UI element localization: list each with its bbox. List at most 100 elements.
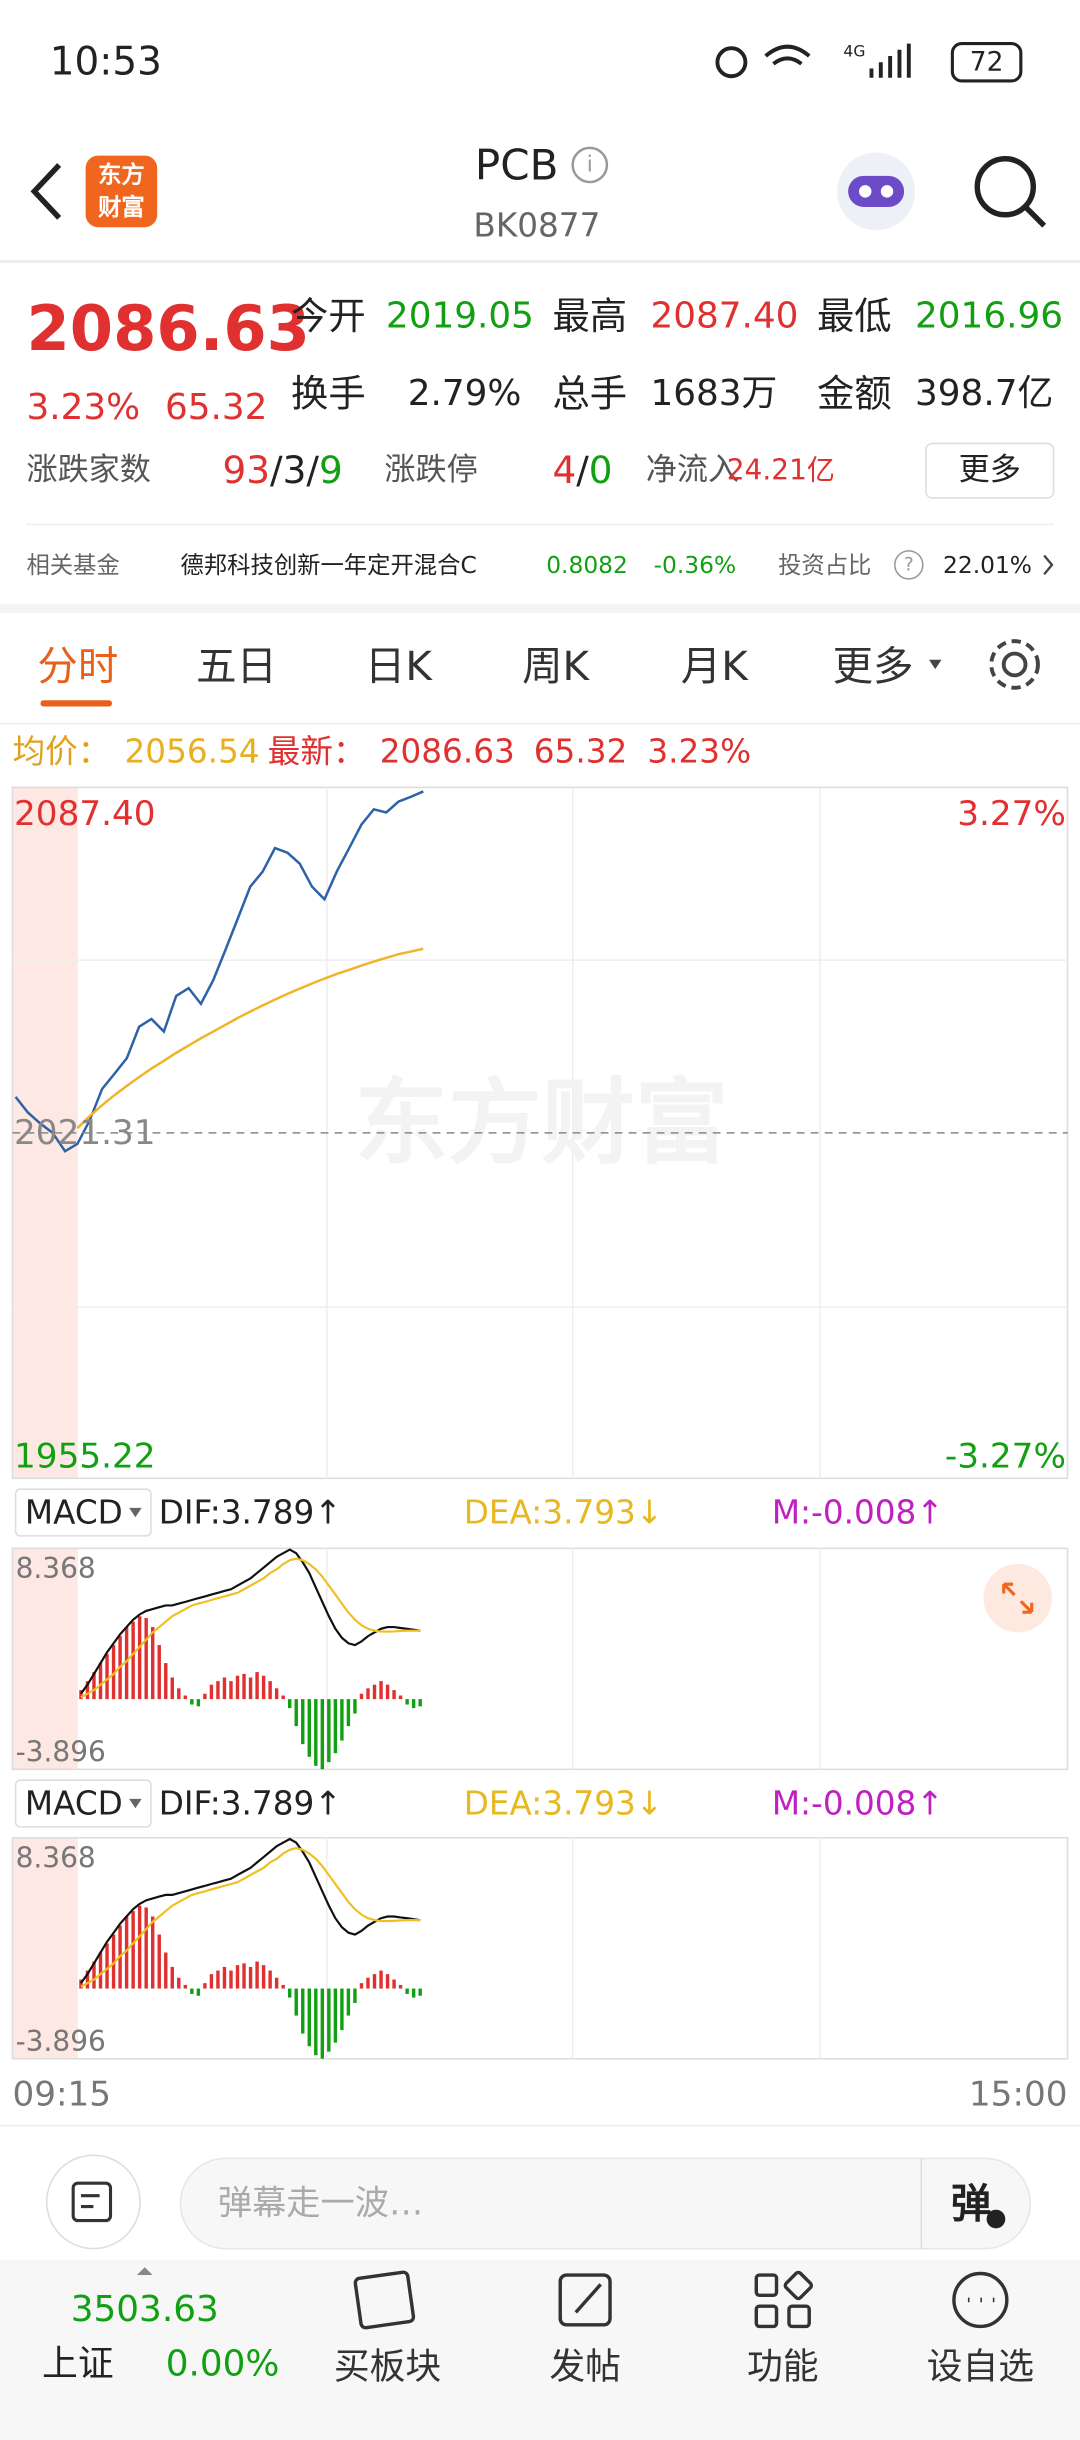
more-button[interactable] [925,442,1055,499]
histogram-bar [203,1693,207,1700]
stat-value: 2019.05 [386,295,534,336]
nav-bar [0,2259,1080,2440]
settings-button[interactable] [989,639,1040,690]
nav-item[interactable]: 发帖 [549,2346,621,2387]
histogram-bar [196,1699,201,1707]
danmu-toggle[interactable]: 弹 [951,2179,991,2227]
clock: 10:53 [50,40,162,85]
histogram-bar [346,1988,351,2016]
last-value: 2086.63 [380,733,515,771]
nav-item[interactable]: 买板块 [334,2346,441,2387]
help-glyph: ? [904,554,914,575]
histogram-bar [274,1977,279,1989]
histogram-bar [229,1970,233,1989]
dropdown-caret [929,659,942,670]
histogram-bar [340,1988,344,2030]
indicator-name: MACD [25,1785,123,1823]
panel-frame [11,1547,1069,1771]
search-button[interactable] [974,156,1047,228]
avg-line [76,947,424,1130]
tab[interactable]: 日K [365,642,433,690]
dif-line [80,1837,421,1984]
histogram-bar [92,1961,96,1989]
tab[interactable]: 周K [522,642,590,690]
y-tick-label: -3.896 [16,1736,106,1769]
sep: / [270,448,283,492]
help-icon[interactable] [894,550,924,580]
histogram-bar [398,1984,403,1989]
change: 65.32 [165,387,267,428]
histogram-bar [314,1988,318,2056]
stat-value: 2.79% [408,373,522,414]
histogram-bar [183,1695,188,1700]
limit-down: 0 [589,448,613,492]
tab[interactable]: 月K [681,642,749,690]
histogram-bar [359,1983,364,1989]
y-tick-label: -3.896 [16,2025,106,2058]
histogram-bar [170,1966,174,1989]
histogram-bar [411,1988,416,1998]
histogram-bar [327,1988,331,2052]
histogram-bar [314,1699,318,1766]
histogram-bar [98,1663,103,1700]
info-icon[interactable] [571,146,609,184]
histogram-bar [150,1916,155,1989]
histogram-bar [353,1988,357,2003]
fund-change: -0.36% [654,551,737,579]
histogram-bar [190,1988,194,1994]
histogram-bar [105,1654,109,1700]
ratio-label: 投资占比 [778,551,871,579]
title: PCB [475,140,558,189]
comment-settings[interactable] [45,2154,141,2250]
histogram-bar [366,1688,370,1700]
indicator-select[interactable] [14,1488,152,1537]
expand-button[interactable] [983,1563,1052,1633]
avatar[interactable] [837,152,916,231]
histogram-bar [111,1645,116,1700]
y-tick-label: 2087.40 [14,794,156,834]
histogram-bar [353,1699,357,1714]
battery [950,42,1023,83]
histogram-bar [405,1699,409,1705]
fund-name[interactable]: 德邦科技创新一年定开混合C [181,551,477,579]
last-label: 最新： [268,733,366,771]
down-count: 9 [319,448,343,492]
nav-item[interactable]: 功能 [747,2346,819,2387]
tab[interactable]: 更多 [833,642,914,690]
histogram-bar [137,1616,142,1700]
histogram-bar [307,1699,311,1757]
inflow-label: 净流入 [646,452,739,488]
nav-item[interactable]: 设自选 [927,2346,1034,2387]
histogram-bar [85,1681,90,1700]
indicator-select[interactable] [14,1779,152,1828]
macd-panels: MACD DIF:3.789↑ DEA:3.793↓ M:-0.008↑ 8.368 -3… [11,1488,1069,2060]
index-change: 0.00% [166,2343,280,2384]
back-button[interactable] [30,163,62,220]
histogram-bar [92,1672,96,1700]
histogram-bar [333,1699,338,1754]
histogram-bar [268,1681,272,1700]
limit-label: 涨跌停 [384,452,477,488]
histogram-bar [385,1974,390,1989]
histogram-bar [287,1699,292,1709]
histogram-bar [111,1934,116,1989]
stat-label: 今开 [291,294,366,338]
tab[interactable]: 分时 [37,642,118,690]
avg-label: 均价： [12,733,110,771]
danmu-input[interactable] [179,2157,1031,2250]
histogram-bar [281,1984,285,1989]
histogram-bar [418,1988,422,1996]
stat-value: 398.7亿 [915,373,1053,414]
nav-items: 买板块 发帖 功能 设自选 [334,2346,1034,2387]
dif-line [80,1548,421,1695]
index-value[interactable]: 3503.63 [71,2289,219,2330]
more-label: 更多 [959,452,1021,488]
tab[interactable]: 五日 [196,642,277,690]
histogram-bar [137,1905,142,1989]
stat-label: 换手 [291,372,366,416]
stat-value: 2087.40 [650,295,798,336]
histogram-bar [411,1699,416,1709]
limit: 4/0 [552,448,612,492]
